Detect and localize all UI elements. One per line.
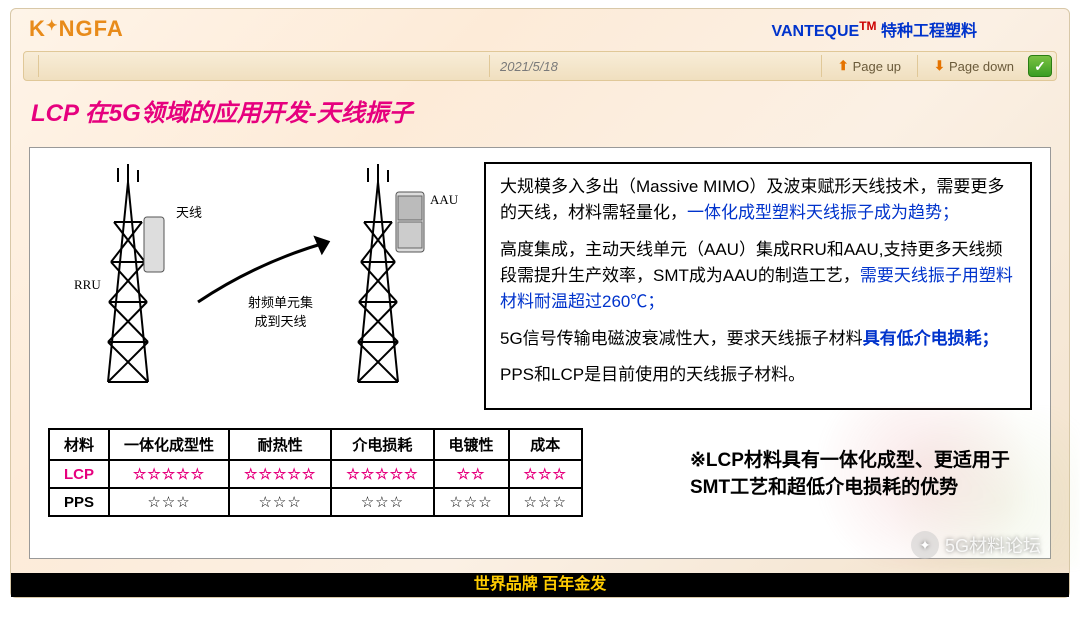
brand-suffix: 特种工程塑料 <box>877 23 977 40</box>
diagram-label-rru: RRU <box>74 277 101 293</box>
page-down-label: Page down <box>949 59 1014 74</box>
row-top: 天线 RRU AAU 射频单元集 成到天线 大规模多入多出（Massive MI… <box>48 162 1032 410</box>
table-cell: ☆☆☆ <box>509 460 582 488</box>
toolbar-divider <box>821 55 822 77</box>
diagram-label-aau: AAU <box>430 192 458 208</box>
table-cell: ☆☆☆☆☆ <box>109 460 229 488</box>
description-box: 大规模多入多出（Massive MIMO）及波束赋形天线技术，需要更多的天线，材… <box>484 162 1032 410</box>
para-3: 5G信号传输电磁波衰减性大，要求天线振子材料具有低介电损耗； <box>500 326 1016 352</box>
slide-title: LCP 在5G领域的应用开发-天线振子 <box>31 93 1069 128</box>
page-up-button[interactable]: ⬆ Page up <box>838 58 901 74</box>
table-row: PPS☆☆☆☆☆☆☆☆☆☆☆☆☆☆☆ <box>49 488 582 516</box>
brand-right: VANTEQUETM 特种工程塑料 <box>772 17 978 41</box>
content-panel: 天线 RRU AAU 射频单元集 成到天线 大规模多入多出（Massive MI… <box>29 147 1051 559</box>
table-cell: ☆☆☆ <box>229 488 331 516</box>
table-header-cell: 成本 <box>509 429 582 460</box>
logo: K✦NGFA <box>29 16 124 42</box>
arrow-up-icon: ⬆ <box>838 58 849 74</box>
arrow-down-icon: ⬇ <box>934 58 945 74</box>
footer-bar: 世界品牌 百年金发 <box>11 573 1069 597</box>
table-cell: ☆☆☆ <box>109 488 229 516</box>
tower-diagram: 天线 RRU AAU 射频单元集 成到天线 <box>48 162 468 402</box>
toolbar: 2021/5/18 ⬆ Page up ⬇ Page down ✓ <box>23 51 1057 81</box>
top-bar: K✦NGFA VANTEQUETM 特种工程塑料 <box>11 9 1069 49</box>
tower-svg <box>48 162 468 402</box>
table-header-row: 材料一体化成型性耐热性介电损耗电镀性成本 <box>49 429 582 460</box>
brand-tm: TM <box>859 19 876 33</box>
table-header-cell: 材料 <box>49 429 109 460</box>
diagram-label-antenna: 天线 <box>176 202 202 221</box>
table-cell: ☆☆☆ <box>434 488 509 516</box>
table-cell-material: LCP <box>49 460 109 488</box>
comparison-table: 材料一体化成型性耐热性介电损耗电镀性成本 LCP☆☆☆☆☆☆☆☆☆☆☆☆☆☆☆☆… <box>48 428 583 517</box>
watermark-text: 5G材料论坛 <box>945 532 1041 558</box>
watermark: ✦ 5G材料论坛 <box>911 531 1041 559</box>
para-4: PPS和LCP是目前使用的天线振子材料。 <box>500 362 1016 388</box>
table-cell-material: PPS <box>49 488 109 516</box>
table-cell: ☆☆ <box>434 460 509 488</box>
table-cell: ☆☆☆☆☆ <box>331 460 433 488</box>
toolbar-divider <box>38 55 39 77</box>
table-cell: ☆☆☆☆☆ <box>229 460 331 488</box>
page-down-button[interactable]: ⬇ Page down <box>934 58 1014 74</box>
diagram-label-integration: 射频单元集 成到天线 <box>248 292 313 330</box>
wechat-icon: ✦ <box>911 531 939 559</box>
brand-name: VANTEQUE <box>772 23 860 40</box>
table-row: LCP☆☆☆☆☆☆☆☆☆☆☆☆☆☆☆☆☆☆☆☆ <box>49 460 582 488</box>
logo-star-icon: ✦ <box>46 17 59 33</box>
summary-note: ※LCP材料具有一体化成型、更适用于SMT工艺和超低介电损耗的优势 <box>690 448 1030 501</box>
table-header-cell: 介电损耗 <box>331 429 433 460</box>
table-cell: ☆☆☆ <box>509 488 582 516</box>
page-up-label: Page up <box>853 59 901 74</box>
slide-page: K✦NGFA VANTEQUETM 特种工程塑料 2021/5/18 ⬆ Pag… <box>10 8 1070 598</box>
para-1: 大规模多入多出（Massive MIMO）及波束赋形天线技术，需要更多的天线，材… <box>500 174 1016 227</box>
table-header-cell: 一体化成型性 <box>109 429 229 460</box>
table-cell: ☆☆☆ <box>331 488 433 516</box>
table-header-cell: 耐热性 <box>229 429 331 460</box>
table-header-cell: 电镀性 <box>434 429 509 460</box>
confirm-button[interactable]: ✓ <box>1028 55 1052 77</box>
toolbar-divider <box>917 55 918 77</box>
para-2: 高度集成，主动天线单元（AAU）集成RRU和AAU,支持更多天线频段需提升生产效… <box>500 237 1016 316</box>
slide-date: 2021/5/18 <box>500 59 558 74</box>
toolbar-divider <box>489 55 490 77</box>
